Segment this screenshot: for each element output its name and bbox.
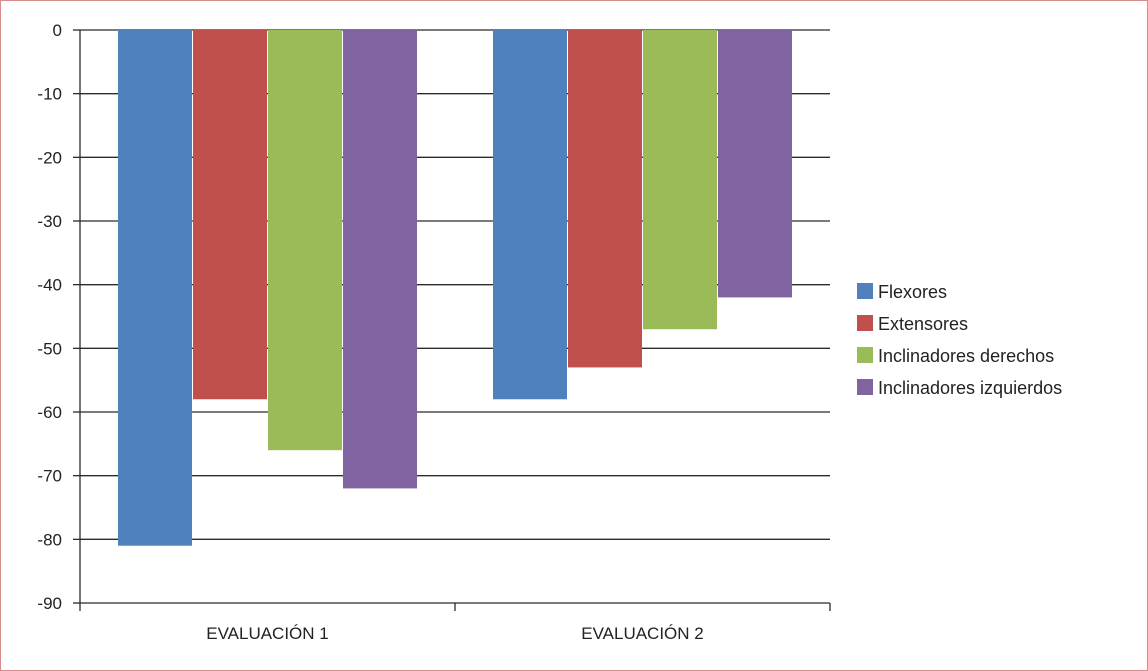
bar-flexores-1 — [118, 30, 192, 546]
y-axis-ticks: 0 -10 -20 -30 -40 -50 -60 -70 -80 -90 — [37, 21, 80, 613]
bar-inclinadores-izquierdos-2 — [718, 30, 792, 298]
x-category-label: EVALUACIÓN 2 — [581, 624, 704, 643]
legend-label: Inclinadores izquierdos — [878, 378, 1062, 398]
y-tick-label: -70 — [37, 467, 62, 486]
bar-extensores-1 — [193, 30, 267, 400]
y-tick-label: 0 — [53, 21, 62, 40]
x-category-label: EVALUACIÓN 1 — [206, 624, 329, 643]
y-tick-label: -30 — [37, 212, 62, 231]
y-tick-label: -10 — [37, 85, 62, 104]
bar-extensores-2 — [568, 30, 642, 368]
y-tick-label: -90 — [37, 594, 62, 613]
legend-label: Extensores — [878, 314, 968, 334]
legend-swatch — [857, 283, 873, 299]
y-tick-label: -60 — [37, 403, 62, 422]
legend-swatch — [857, 347, 873, 363]
y-tick-label: -80 — [37, 530, 62, 549]
legend-swatch — [857, 379, 873, 395]
legend-label: Flexores — [878, 282, 947, 302]
legend: Flexores Extensores Inclinadores derechos I… — [857, 282, 1062, 398]
bar-flexores-2 — [493, 30, 567, 400]
bar-inclinadores-derechos-1 — [268, 30, 342, 451]
axes — [79, 30, 831, 611]
y-tick-label: -20 — [37, 148, 62, 167]
gridlines — [80, 29, 830, 540]
legend-label: Inclinadores derechos — [878, 346, 1054, 366]
y-tick-label: -50 — [37, 339, 62, 358]
bar-inclinadores-izquierdos-1 — [343, 30, 417, 489]
y-tick-label: -40 — [37, 276, 62, 295]
legend-swatch — [857, 315, 873, 331]
bars — [118, 30, 792, 546]
bar-inclinadores-derechos-2 — [643, 30, 717, 330]
x-axis-categories: EVALUACIÓN 1 EVALUACIÓN 2 — [206, 624, 704, 643]
